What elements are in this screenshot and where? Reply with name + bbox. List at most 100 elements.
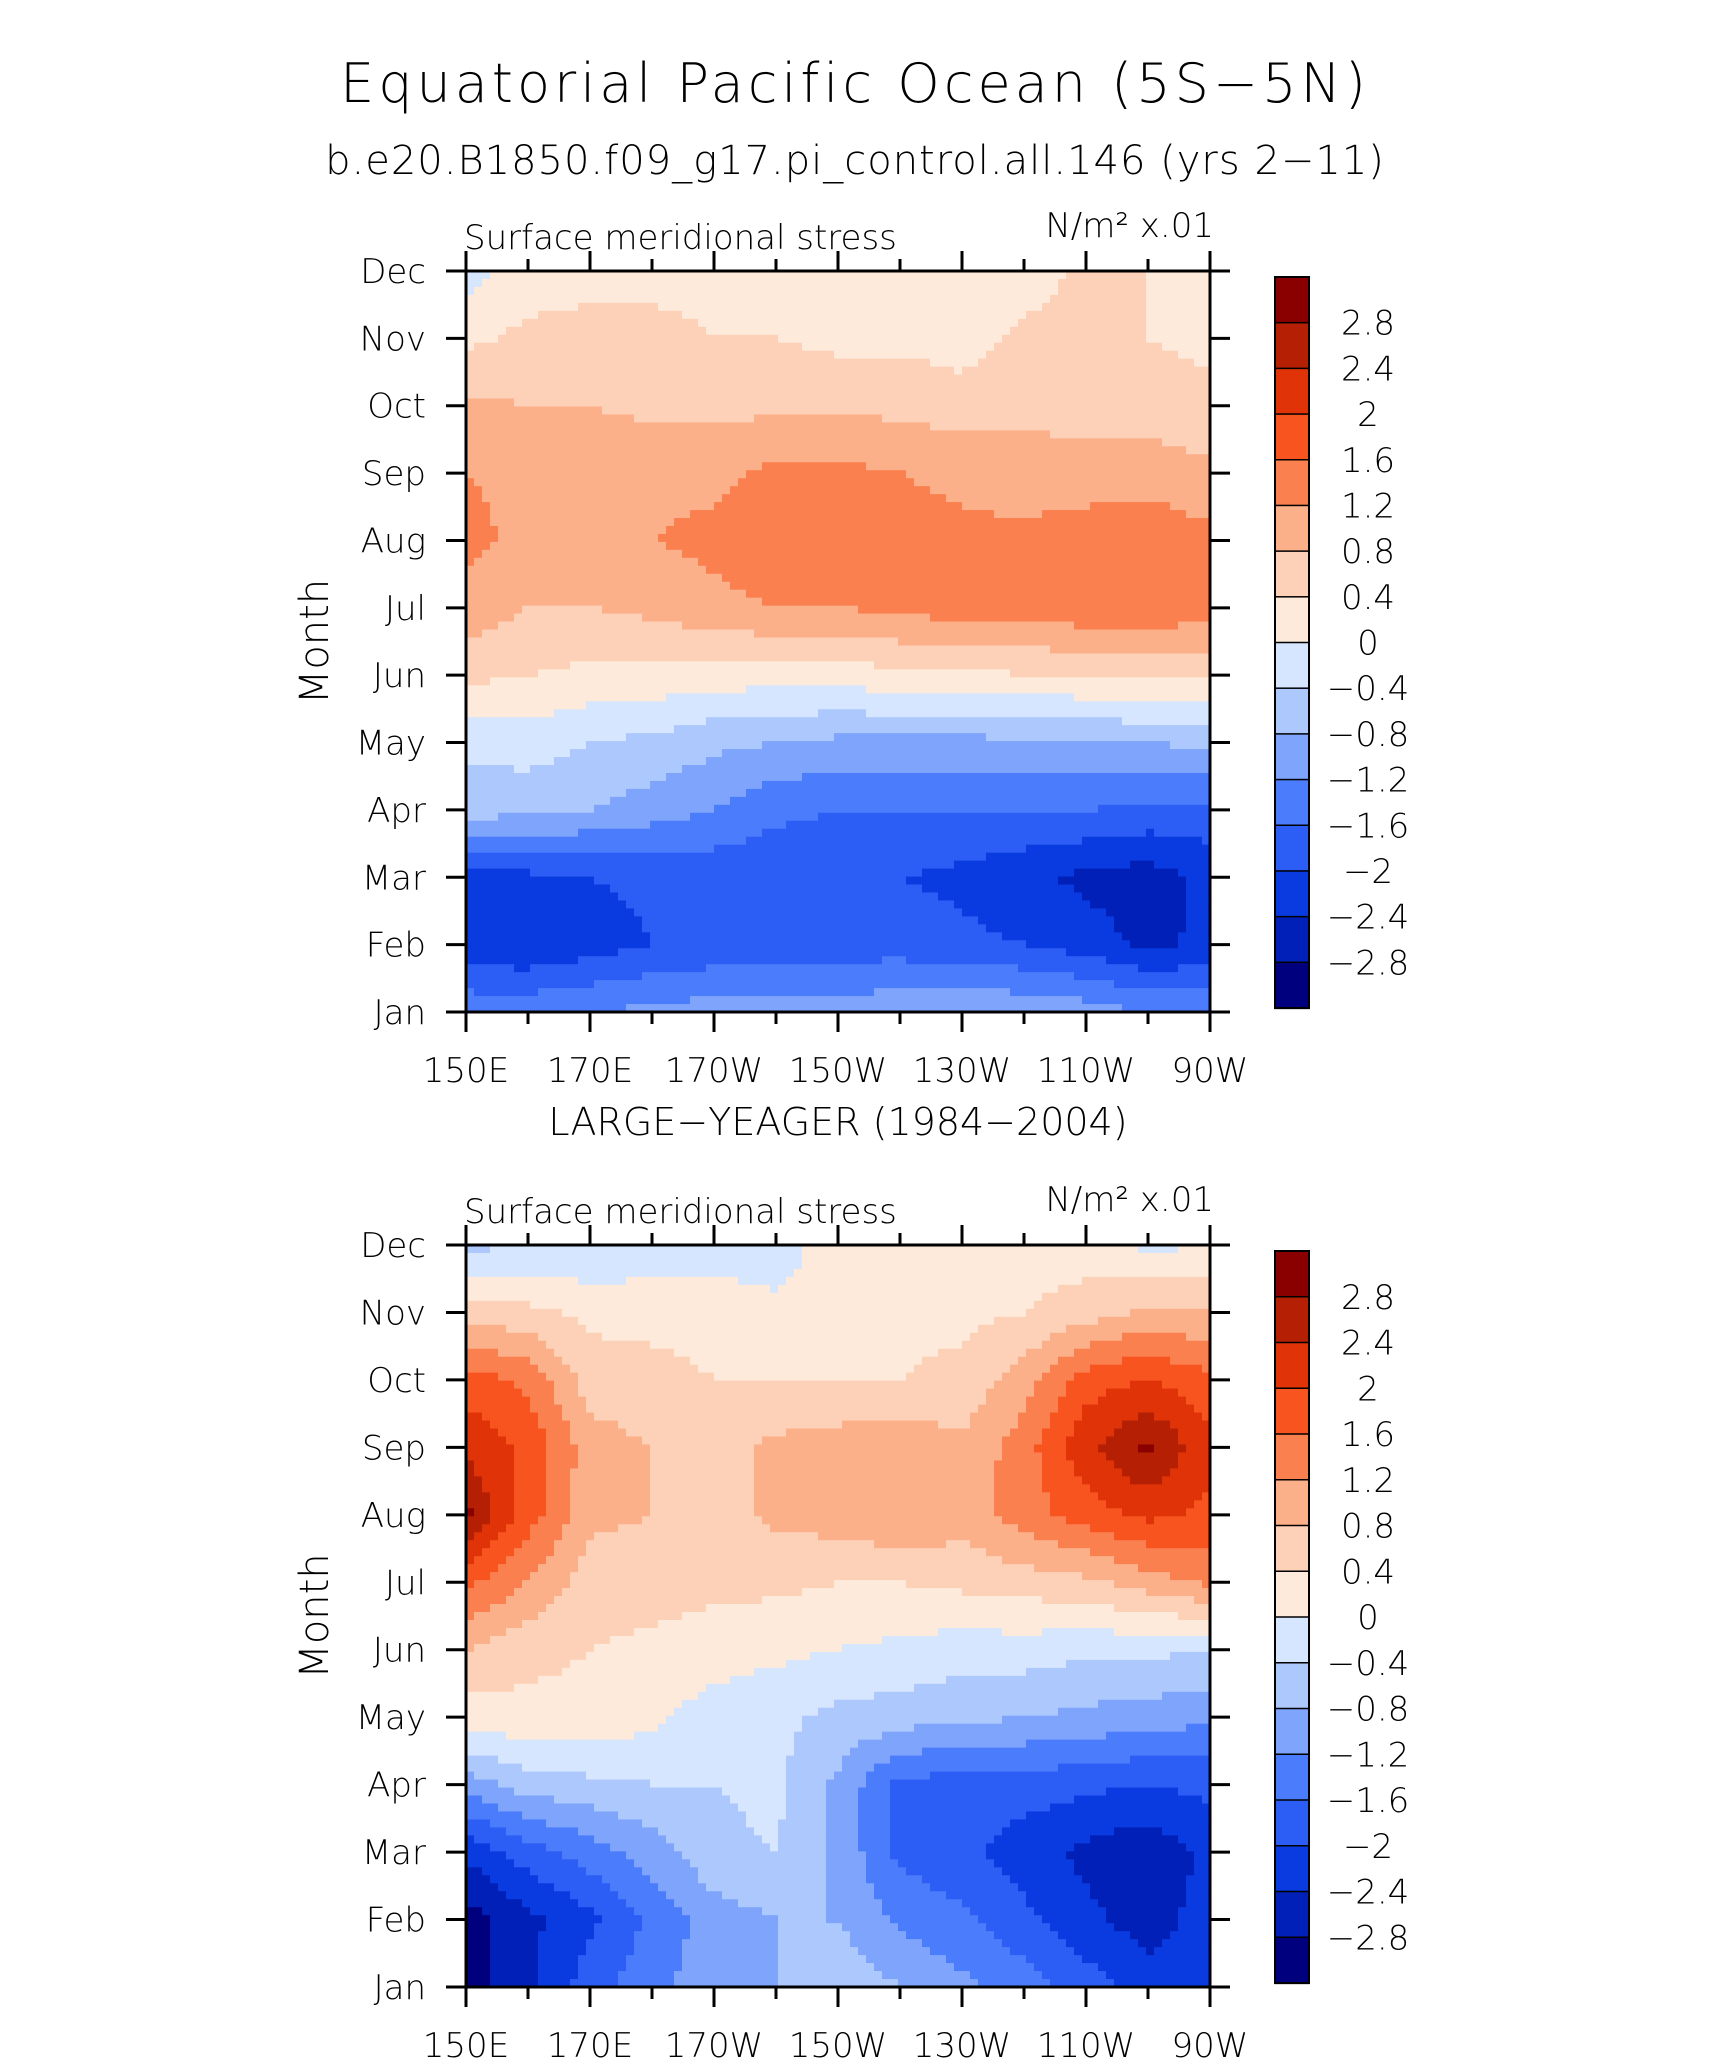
field-cell: [658, 510, 667, 519]
field-cell: [882, 342, 891, 352]
field-cell: [754, 613, 763, 623]
field-cell: [786, 661, 795, 670]
field-cell: [562, 677, 571, 686]
field-cell: [826, 589, 835, 599]
field-cell: [714, 326, 723, 336]
field-cell: [1074, 278, 1083, 288]
field-cell: [1050, 374, 1059, 384]
field-cell: [1066, 382, 1075, 392]
field-cell: [634, 350, 643, 360]
field-cell: [914, 549, 923, 559]
field-cell: [498, 310, 507, 320]
field-cell: [994, 422, 1003, 431]
field-cell: [642, 494, 651, 503]
field-cell: [698, 366, 707, 376]
field-cell: [818, 557, 827, 567]
field-cell: [482, 374, 491, 384]
field-cell: [666, 549, 675, 559]
field-cell: [994, 278, 1003, 288]
field-cell: [898, 310, 907, 320]
field-cell: [586, 470, 595, 479]
field-cell: [826, 310, 835, 320]
field-cell: [1178, 661, 1187, 670]
field-cell: [930, 374, 939, 384]
field-cell: [466, 510, 475, 519]
field-cell: [634, 294, 643, 304]
field-cell: [946, 629, 955, 639]
field-cell: [530, 661, 539, 670]
field-cell: [698, 621, 707, 631]
field-cell: [682, 318, 691, 328]
field-cell: [1154, 533, 1163, 543]
field-cell: [554, 525, 563, 535]
field-cell: [578, 438, 587, 447]
field-cell: [1010, 350, 1019, 360]
field-cell: [1114, 653, 1123, 663]
field-cell: [1138, 533, 1147, 543]
field-cell: [474, 382, 483, 392]
field-cell: [1162, 565, 1171, 575]
field-cell: [714, 350, 723, 360]
field-cell: [498, 422, 507, 431]
field-cell: [1098, 358, 1107, 368]
field-cell: [1186, 374, 1195, 384]
field-cell: [938, 621, 947, 631]
field-cell: [1026, 541, 1035, 551]
field-cell: [578, 462, 587, 471]
field-cell: [970, 518, 979, 527]
field-cell: [570, 286, 579, 296]
field-cell: [778, 318, 787, 328]
field-cell: [978, 677, 987, 686]
field-cell: [706, 334, 715, 344]
field-cell: [1058, 438, 1067, 447]
field-cell: [754, 454, 763, 463]
field-cell: [554, 510, 563, 519]
field-cell: [850, 685, 859, 694]
field-cell: [506, 414, 515, 423]
field-cell: [826, 438, 835, 447]
field-cell: [778, 422, 787, 431]
field-cell: [794, 653, 803, 663]
field-cell: [682, 645, 691, 655]
field-cell: [954, 605, 963, 615]
field-cell: [1178, 621, 1187, 631]
field-cell: [1170, 422, 1179, 431]
field-cell: [674, 581, 683, 591]
field-cell: [978, 358, 987, 368]
field-cell: [482, 613, 491, 623]
field-cell: [658, 430, 667, 439]
field-cell: [818, 462, 827, 471]
field-cell: [1138, 390, 1147, 400]
field-cell: [922, 533, 931, 543]
field-cell: [882, 382, 891, 392]
field-cell: [1050, 541, 1059, 551]
field-cell: [586, 677, 595, 686]
field-cell: [538, 478, 547, 487]
field-cell: [1098, 342, 1107, 352]
field-cell: [722, 350, 731, 360]
field-cell: [730, 478, 739, 487]
field-cell: [1146, 597, 1155, 607]
field-cell: [842, 581, 851, 591]
field-cell: [746, 494, 755, 503]
field-cell: [1082, 613, 1091, 623]
field-cell: [634, 549, 643, 559]
field-cell: [474, 430, 483, 439]
field-cell: [842, 366, 851, 376]
field-cell: [842, 486, 851, 495]
field-cell: [1066, 565, 1075, 575]
field-cell: [578, 382, 587, 392]
field-cell: [890, 478, 899, 487]
field-cell: [698, 358, 707, 368]
field-cell: [1178, 494, 1187, 503]
field-cell: [906, 271, 915, 280]
field-cell: [794, 613, 803, 623]
field-cell: [698, 581, 707, 591]
field-cell: [1066, 286, 1075, 296]
field-cell: [490, 629, 499, 639]
field-cell: [514, 502, 523, 511]
field-cell: [930, 278, 939, 288]
field-cell: [898, 557, 907, 567]
field-cell: [1138, 294, 1147, 304]
field-cell: [1082, 518, 1091, 527]
